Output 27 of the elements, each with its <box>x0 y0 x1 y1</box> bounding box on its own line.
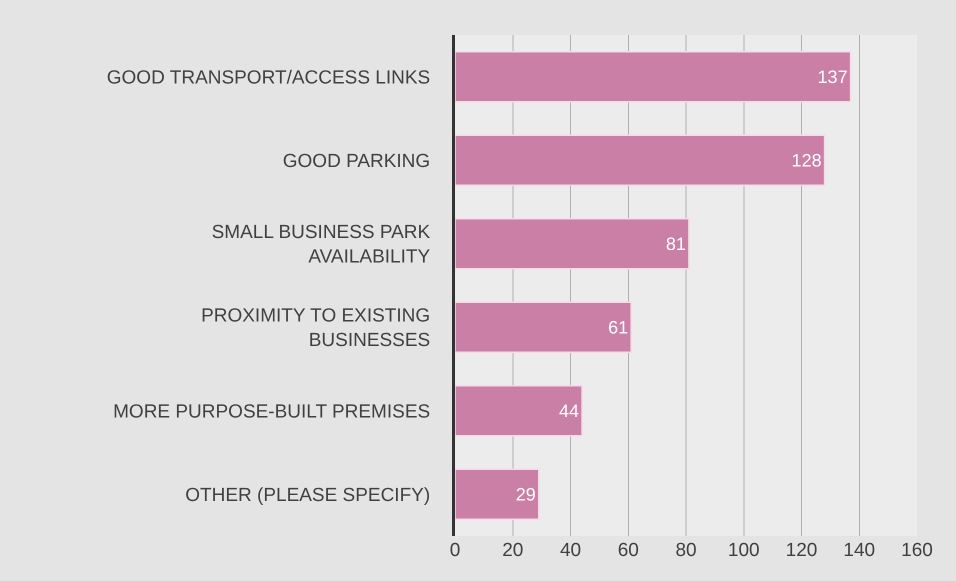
data-label: 81 <box>666 234 686 254</box>
x-tick-label: 160 <box>901 540 933 561</box>
bar <box>455 134 826 186</box>
x-tick-label: 80 <box>675 540 697 561</box>
y-tick-label: PROXIMITY TO EXISTING BUSINESSES <box>201 306 430 352</box>
data-label: 137 <box>818 66 848 87</box>
x-tick-label: 0 <box>450 540 460 561</box>
data-label: 128 <box>792 150 822 170</box>
bar <box>455 301 632 354</box>
bar <box>455 218 690 270</box>
x-tick-label: 20 <box>502 540 524 561</box>
bar <box>455 50 852 103</box>
y-tick-label: GOOD TRANSPORT/ACCESS LINKS <box>106 67 430 88</box>
y-tick-label: SMALL BUSINESS PARK AVAILABILITY <box>212 222 431 268</box>
data-label: 29 <box>516 484 536 504</box>
data-label: 61 <box>608 317 628 338</box>
x-tick-label: 120 <box>786 540 818 561</box>
x-tick-label: 40 <box>560 540 582 561</box>
x-tick-label: 100 <box>728 540 760 561</box>
x-tick-label: 60 <box>618 540 639 561</box>
y-tick-label: OTHER (PLEASE SPECIFY) <box>185 484 430 506</box>
data-label: 44 <box>559 400 580 421</box>
y-tick-label: MORE PURPOSE-BUILT PREMISES <box>113 401 430 422</box>
bar <box>455 468 540 520</box>
y-tick-label: GOOD PARKING <box>282 150 430 172</box>
bar <box>455 384 583 437</box>
x-tick-label: 140 <box>843 540 876 561</box>
